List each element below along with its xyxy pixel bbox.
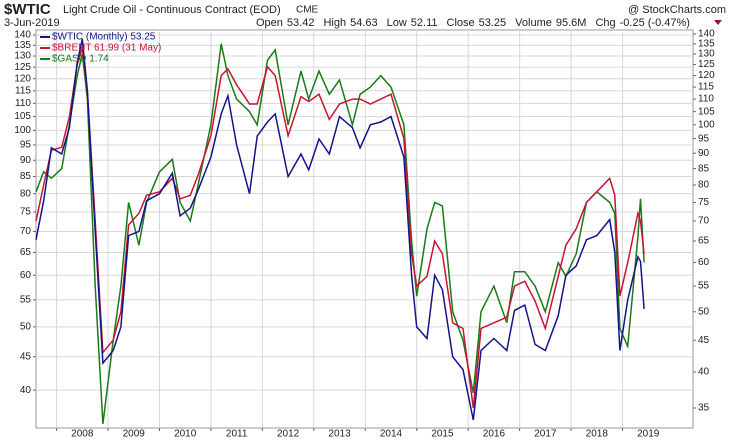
- y-tick-label: 60: [20, 270, 32, 281]
- x-tick-label: 2016: [483, 429, 506, 440]
- y-tick-label: 55: [20, 295, 32, 306]
- watermark: @ StockCharts.com: [628, 4, 726, 16]
- y2-tick-label: 55: [698, 281, 710, 292]
- x-tick-label: 2012: [277, 429, 300, 440]
- y2-tick-label: 105: [698, 106, 715, 117]
- y-tick-label: 85: [20, 171, 32, 182]
- y-tick-label: 70: [20, 226, 32, 237]
- y-tick-label: 50: [20, 322, 32, 333]
- x-tick-label: 2014: [380, 429, 403, 440]
- y2-tick-label: 40: [698, 367, 710, 378]
- y2-tick-label: 135: [698, 38, 715, 49]
- stats: Open 53.42 High 54.63 Low 52.11 Close 53.25 Volu…: [256, 17, 690, 29]
- x-tick-label: 2017: [534, 429, 557, 440]
- x-tick-label: 2010: [174, 429, 197, 440]
- y2-tick-label: 115: [698, 82, 714, 93]
- stat-label: Close: [447, 17, 475, 29]
- y-tick-label: 80: [20, 188, 32, 199]
- exchange: CME: [296, 5, 319, 16]
- stat-value: 53.25: [479, 17, 507, 29]
- stat-value: 53.42: [287, 17, 315, 29]
- stat-label: High: [323, 17, 346, 29]
- y2-tick-label: 110: [698, 94, 714, 105]
- y-tick-label: 115: [15, 85, 31, 96]
- x-tick-label: 2008: [71, 429, 94, 440]
- y-tick-label: 100: [14, 125, 31, 136]
- y-tick-label: 65: [20, 247, 32, 258]
- stat-value: 95.6M: [556, 17, 587, 29]
- y-tick-label: 110: [15, 98, 31, 109]
- plot-frame: [35, 29, 694, 429]
- x-tick-label: 2009: [123, 429, 146, 440]
- change-arrow: [714, 20, 722, 25]
- y-tick-label: 75: [20, 207, 32, 218]
- stat-label: Chg: [595, 17, 615, 29]
- y-tick-label: 40: [20, 385, 32, 396]
- y-tick-label: 90: [20, 155, 32, 166]
- y-tick-label: 120: [14, 73, 31, 84]
- y2-tick-label: 125: [698, 59, 715, 70]
- y2-tick-label: 80: [698, 180, 710, 191]
- legend-label: $GASO 1.74: [52, 54, 109, 65]
- y-tick-label: 105: [14, 111, 31, 122]
- y-tick-label: 45: [20, 351, 32, 362]
- series-line: [35, 47, 645, 409]
- date: 3-Jun-2019: [4, 17, 60, 29]
- y-tick-label: 135: [14, 40, 31, 51]
- y-tick-label: 125: [14, 62, 31, 73]
- y2-tick-label: 45: [698, 335, 710, 346]
- y2-tick-label: 90: [698, 148, 710, 159]
- series-line: [35, 38, 645, 421]
- y2-tick-label: 85: [698, 163, 710, 174]
- x-tick-label: 2013: [328, 429, 351, 440]
- y2-tick-label: 35: [698, 403, 710, 414]
- stat-value: 54.63: [350, 17, 378, 29]
- legend-label: $BRENT 61.99 (31 May): [52, 43, 161, 54]
- y2-tick-label: 130: [698, 49, 715, 60]
- y-tick-label: 130: [14, 51, 31, 62]
- stat-label: Low: [387, 17, 407, 29]
- chart-title: $WTIC: [4, 1, 51, 18]
- y-tick-label: 140: [14, 30, 31, 41]
- stat-value: -0.25 (-0.47%): [620, 17, 690, 29]
- y2-tick-label: 75: [698, 197, 710, 208]
- y2-tick-label: 50: [698, 306, 710, 317]
- y2-tick-label: 70: [698, 216, 710, 227]
- y2-tick-label: 95: [698, 133, 710, 144]
- y2-tick-label: 65: [698, 236, 710, 247]
- x-tick-label: 2015: [431, 429, 454, 440]
- legend-label: $WTIC (Monthly) 53.25: [52, 32, 156, 43]
- stat-label: Volume: [515, 17, 552, 29]
- x-tick-label: 2019: [637, 429, 660, 440]
- y2-tick-label: 140: [698, 29, 715, 40]
- x-tick-label: 2018: [586, 429, 609, 440]
- y2-tick-label: 100: [698, 119, 715, 130]
- stat-label: Open: [256, 17, 283, 29]
- x-tick-label: 2011: [226, 429, 248, 440]
- y-tick-label: 95: [20, 140, 32, 151]
- chart-subtitle: Light Crude Oil - Continuous Contract (E…: [63, 4, 281, 16]
- y2-tick-label: 60: [698, 257, 710, 268]
- stat-value: 52.11: [411, 17, 438, 29]
- y2-tick-label: 120: [698, 70, 715, 81]
- series-line: [35, 43, 645, 424]
